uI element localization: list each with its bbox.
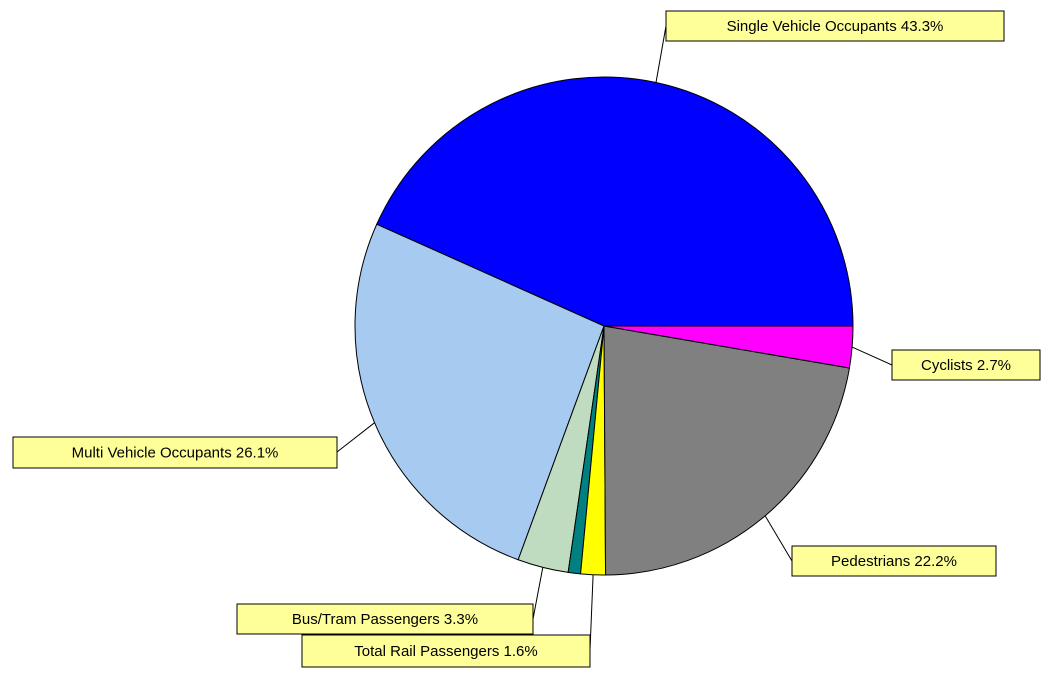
label-text: Total Rail Passengers 1.6% bbox=[354, 643, 537, 660]
label-text: Single Vehicle Occupants 43.3% bbox=[727, 18, 944, 35]
leader-line-bus-tram-passengers bbox=[532, 567, 544, 620]
pie-slices bbox=[354, 76, 854, 576]
label-text: Multi Vehicle Occupants 26.1% bbox=[72, 445, 279, 462]
slice-label-pedestrians: Pedestrians 22.2% bbox=[791, 545, 997, 577]
leader-line-single-vehicle-occupants bbox=[655, 25, 667, 83]
label-text: Bus/Tram Passengers 3.3% bbox=[292, 611, 478, 628]
slice-label-single-vehicle-occupants: Single Vehicle Occupants 43.3% bbox=[665, 10, 1005, 42]
leader-line-pedestrians bbox=[764, 515, 793, 562]
pie-slice-pedestrians bbox=[603, 325, 851, 576]
label-box bbox=[236, 603, 534, 635]
label-box bbox=[665, 10, 1005, 42]
slice-label-multi-vehicle-occupants: Multi Vehicle Occupants 26.1% bbox=[12, 436, 338, 469]
slice-label-total-rail-passengers: Total Rail Passengers 1.6% bbox=[301, 634, 591, 668]
slice-label-bus-tram-passengers: Bus/Tram Passengers 3.3% bbox=[236, 603, 534, 635]
slice-labels: Single Vehicle Occupants 43.3% Multi Vehi… bbox=[12, 10, 1041, 668]
label-box bbox=[891, 349, 1041, 381]
slice-label-cyclists: Cyclists 2.7% bbox=[891, 349, 1041, 381]
label-box bbox=[301, 634, 591, 668]
label-box bbox=[791, 545, 997, 577]
leader-line-total-rail-passengers bbox=[589, 574, 594, 651]
leader-line-multi-vehicle-occupants bbox=[336, 422, 375, 453]
label-leader-lines bbox=[336, 25, 893, 651]
label-text: Pedestrians 22.2% bbox=[831, 553, 957, 570]
label-box bbox=[12, 436, 338, 469]
label-text: Cyclists 2.7% bbox=[921, 357, 1011, 374]
leader-line-cyclists bbox=[851, 346, 893, 366]
